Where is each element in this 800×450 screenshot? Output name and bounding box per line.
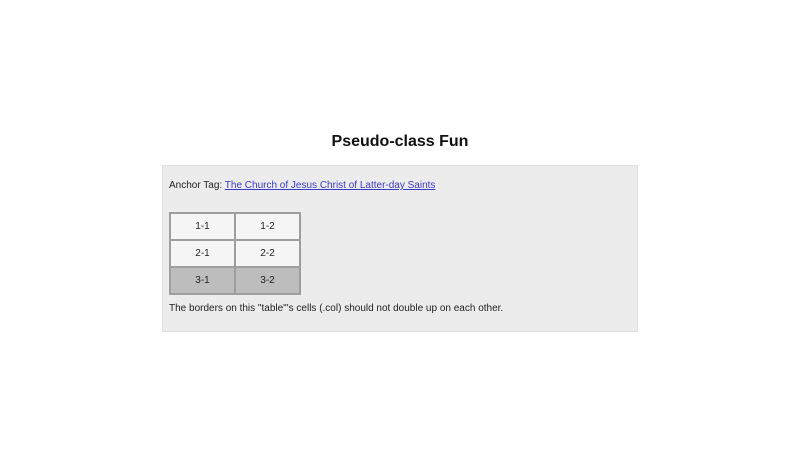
table-cell-2-2[interactable]: 2-2 [234, 239, 301, 268]
table-cell-1-1[interactable]: 1-1 [169, 212, 236, 241]
page-title: Pseudo-class Fun [331, 133, 469, 150]
table-row-2: 2-1 2-2 [169, 239, 301, 268]
page: Pseudo-class Fun Anchor Tag: The Church … [162, 133, 638, 332]
anchor-tag-label: Anchor Tag: [169, 180, 225, 191]
table-row-3: 3-1 3-2 [169, 266, 301, 295]
anchor-line: Anchor Tag: The Church of Jesus Christ o… [169, 180, 631, 192]
table-cell-3-1[interactable]: 3-1 [169, 266, 236, 295]
table-cell-1-2[interactable]: 1-2 [234, 212, 301, 241]
church-link[interactable]: The Church of Jesus Christ of Latter-day… [224, 180, 436, 191]
border-note: The borders on this "table"'s cells (.co… [169, 303, 504, 314]
demo-table: 1-1 1-2 2-1 2-2 3-1 3-2 [169, 212, 301, 295]
table-cell-3-2[interactable]: 3-2 [234, 266, 301, 295]
demo-panel: Anchor Tag: The Church of Jesus Christ o… [162, 165, 638, 332]
table-row-1: 1-1 1-2 [169, 212, 301, 241]
table-cell-2-1[interactable]: 2-1 [169, 239, 236, 268]
